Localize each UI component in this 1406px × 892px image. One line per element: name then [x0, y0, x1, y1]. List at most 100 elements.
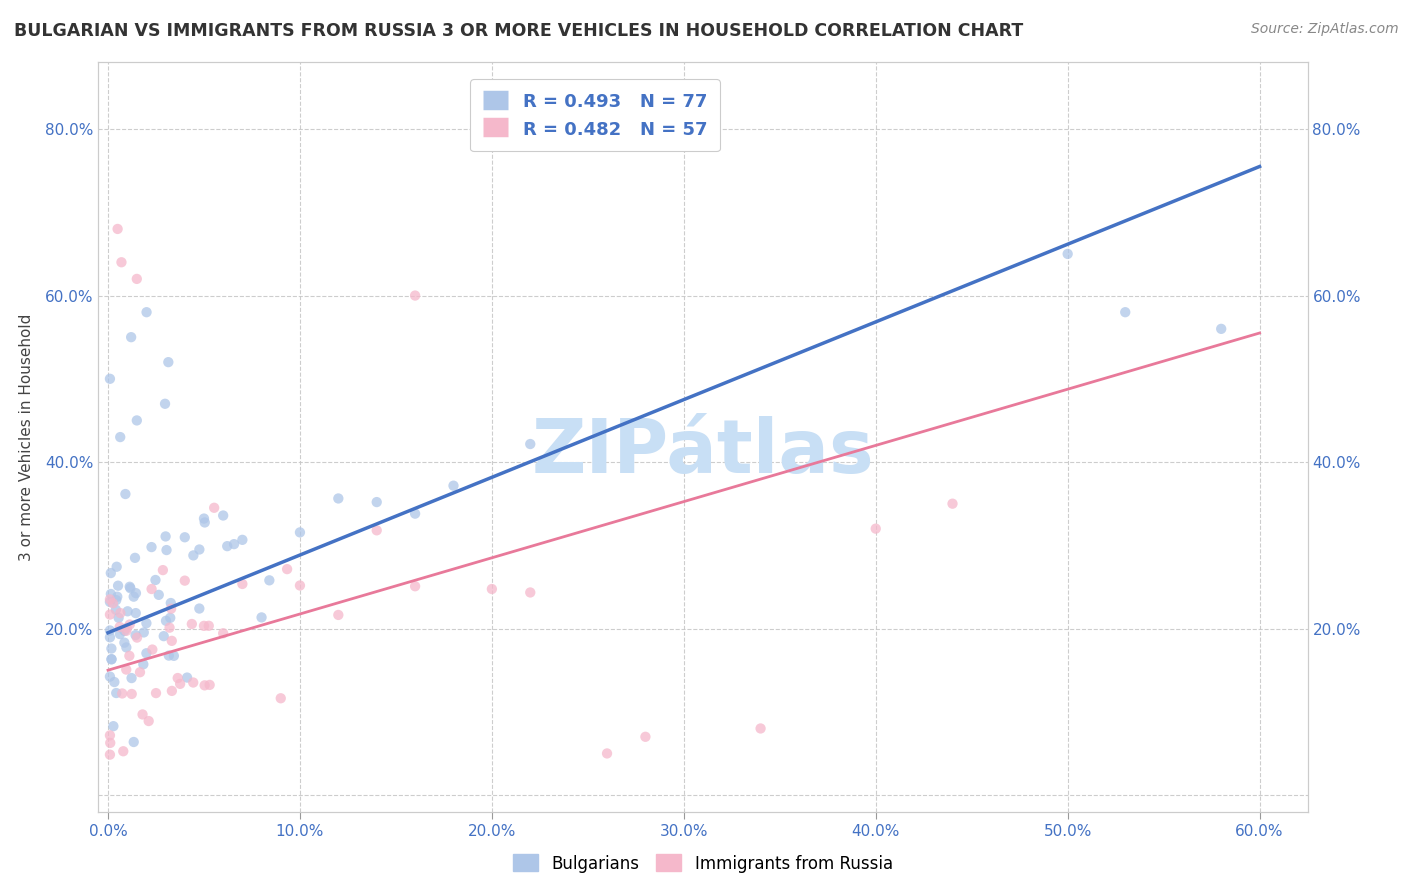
Point — [132, 657, 155, 672]
Point — [141, 540, 163, 554]
Point — [865, 522, 887, 536]
Point — [404, 507, 426, 521]
Point — [138, 714, 160, 728]
Point — [157, 648, 180, 663]
Text: ZIPátlas: ZIPátlas — [531, 416, 875, 489]
Point — [288, 525, 311, 540]
Point — [166, 671, 188, 685]
Point — [173, 574, 195, 588]
Point — [198, 678, 221, 692]
Point — [135, 305, 157, 319]
Point — [288, 578, 311, 592]
Point — [328, 607, 350, 622]
Point — [107, 579, 129, 593]
Point — [145, 573, 167, 587]
Point — [443, 478, 465, 492]
Point — [98, 728, 121, 742]
Point — [231, 533, 253, 547]
Point — [270, 691, 292, 706]
Point — [217, 539, 239, 553]
Point — [124, 628, 146, 642]
Point — [404, 579, 426, 593]
Point — [328, 491, 350, 506]
Point — [112, 744, 135, 758]
Point — [183, 549, 205, 563]
Point — [153, 397, 176, 411]
Point — [125, 586, 148, 600]
Point — [155, 614, 177, 628]
Point — [98, 736, 121, 750]
Point — [98, 747, 121, 762]
Point — [108, 620, 131, 634]
Point — [135, 646, 157, 660]
Point — [98, 669, 121, 683]
Point — [98, 595, 121, 609]
Point — [104, 603, 127, 617]
Point — [181, 675, 204, 690]
Point — [1211, 322, 1233, 336]
Point — [98, 372, 121, 386]
Point — [105, 686, 128, 700]
Point — [108, 627, 131, 641]
Point — [259, 574, 281, 588]
Point — [193, 511, 215, 525]
Point — [145, 686, 167, 700]
Point — [110, 430, 132, 444]
Point — [118, 617, 141, 632]
Text: BULGARIAN VS IMMIGRANTS FROM RUSSIA 3 OR MORE VEHICLES IN HOUSEHOLD CORRELATION : BULGARIAN VS IMMIGRANTS FROM RUSSIA 3 OR… — [14, 22, 1024, 40]
Point — [100, 641, 122, 656]
Point — [115, 640, 138, 655]
Point — [98, 592, 121, 607]
Point — [155, 529, 177, 543]
Point — [125, 631, 148, 645]
Point — [941, 497, 963, 511]
Point — [107, 222, 129, 236]
Point — [193, 619, 215, 633]
Point — [98, 607, 121, 622]
Point — [122, 735, 145, 749]
Point — [222, 537, 245, 551]
Point — [519, 437, 541, 451]
Point — [152, 629, 174, 643]
Y-axis label: 3 or more Vehicles in Household: 3 or more Vehicles in Household — [18, 313, 34, 561]
Point — [117, 604, 139, 618]
Point — [250, 610, 273, 624]
Point — [115, 621, 138, 635]
Legend: R = 0.493   N = 77, R = 0.482   N = 57: R = 0.493 N = 77, R = 0.482 N = 57 — [470, 79, 720, 152]
Point — [100, 652, 122, 666]
Point — [131, 707, 153, 722]
Point — [1114, 305, 1136, 319]
Point — [100, 652, 122, 666]
Point — [132, 625, 155, 640]
Point — [212, 508, 235, 523]
Point — [118, 648, 141, 663]
Point — [176, 671, 198, 685]
Point — [105, 593, 128, 607]
Point — [519, 585, 541, 599]
Point — [112, 635, 135, 649]
Point — [155, 543, 177, 558]
Point — [276, 562, 298, 576]
Point — [188, 601, 211, 615]
Point — [159, 611, 181, 625]
Point — [122, 590, 145, 604]
Point — [160, 684, 183, 698]
Point — [159, 596, 181, 610]
Point — [115, 624, 138, 638]
Point — [194, 516, 217, 530]
Point — [110, 606, 132, 620]
Point — [121, 671, 143, 685]
Point — [169, 677, 191, 691]
Point — [157, 355, 180, 369]
Point — [163, 648, 186, 663]
Point — [115, 663, 138, 677]
Point — [111, 686, 134, 700]
Point — [197, 619, 219, 633]
Point — [120, 581, 142, 595]
Point — [105, 559, 128, 574]
Point — [101, 596, 124, 610]
Point — [481, 582, 503, 596]
Point — [103, 675, 125, 690]
Point — [180, 617, 202, 632]
Point — [129, 665, 152, 680]
